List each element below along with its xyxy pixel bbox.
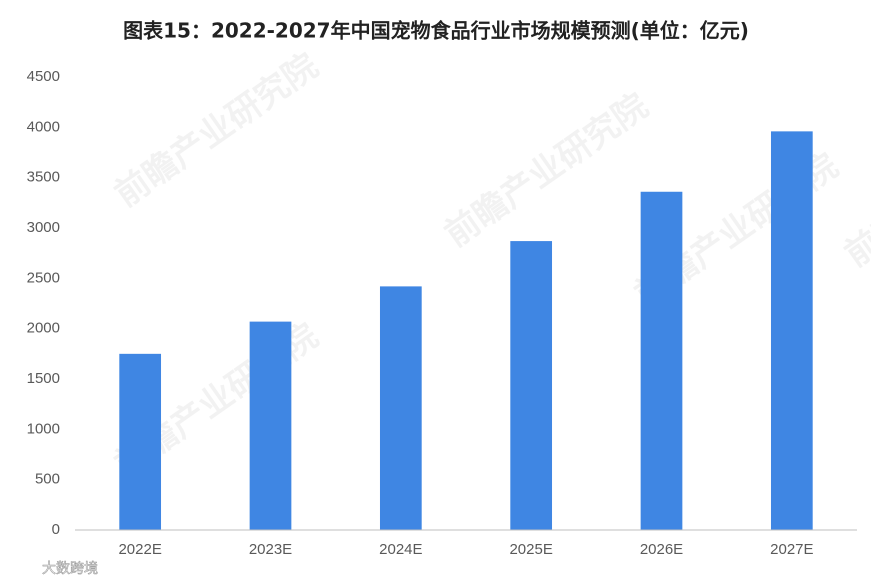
y-tick-label: 4000 (27, 118, 60, 135)
y-tick-label: 2500 (27, 269, 60, 286)
watermark: 前瞻产业研究院 (108, 46, 326, 215)
credit: 大数跨境 (42, 561, 98, 577)
bar (379, 286, 422, 530)
x-tick-label: 2023E (249, 541, 292, 558)
bar (510, 241, 553, 530)
y-tick-label: 2000 (27, 320, 60, 337)
watermark: 前瞻产业研究院 (838, 106, 871, 275)
x-tick-label: 2027E (770, 541, 813, 558)
y-tick-label: 500 (35, 471, 60, 488)
x-tick-label: 2025E (509, 541, 552, 558)
watermark: 前瞻产业研究院 (438, 86, 656, 255)
chart-title: 图表15：2022-2027年中国宠物食品行业市场规模预测(单位：亿元) (123, 19, 749, 43)
y-tick-label: 1500 (27, 370, 60, 387)
x-tick-label: 2024E (379, 541, 422, 558)
bar (770, 131, 813, 531)
y-tick-label: 1000 (27, 420, 60, 437)
x-tick-label: 2026E (640, 541, 683, 558)
bar (119, 353, 162, 530)
y-tick-label: 4500 (27, 68, 60, 85)
bar (249, 321, 292, 530)
y-tick-label: 3500 (27, 169, 60, 186)
y-tick-label: 3000 (27, 219, 60, 236)
bar (640, 191, 683, 530)
x-tick-label: 2022E (118, 541, 161, 558)
y-tick-label: 0 (52, 521, 60, 538)
